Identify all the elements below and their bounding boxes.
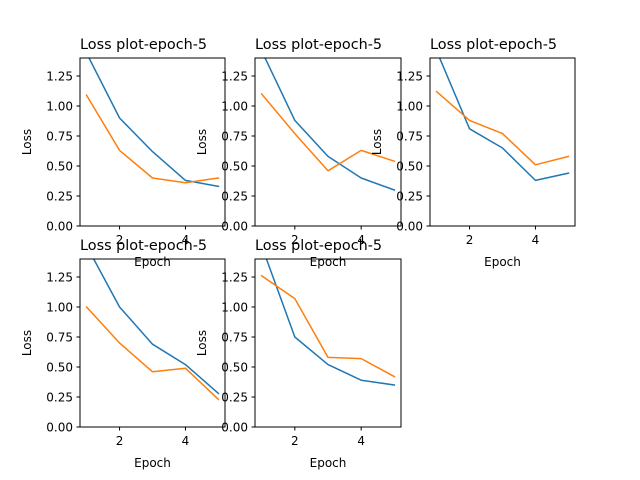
y-tick-label: 0.50 — [46, 360, 73, 374]
series-line-2 — [85, 305, 220, 401]
y-tick-label: 0.50 — [46, 159, 73, 173]
y-tick-label: 0.75 — [221, 330, 248, 344]
axes-frame — [429, 57, 576, 227]
chart-title: Loss plot-epoch-5 — [255, 37, 382, 53]
chart-title: Loss plot-epoch-5 — [80, 238, 207, 254]
x-axis-label: Epoch — [310, 456, 347, 470]
y-tick-label: 0.00 — [46, 219, 73, 233]
series-line-2 — [260, 92, 396, 172]
series-line-1 — [264, 58, 396, 191]
y-tick-label: 1.25 — [46, 270, 73, 284]
x-axis-label: Epoch — [134, 456, 171, 470]
series-line-2 — [85, 94, 220, 184]
y-tick-label: 1.00 — [221, 99, 248, 113]
x-axis-label: Epoch — [134, 255, 171, 269]
y-tick-label: 0.75 — [221, 129, 248, 143]
series-line-2 — [260, 274, 396, 378]
subplot-4: 2 4 0.00 0.25 0.50 0.75 1.00 1.25 Loss plot-epoc… — [20, 238, 226, 470]
y-tick-label: 1.25 — [46, 69, 73, 83]
y-tick-label: 0.00 — [396, 219, 423, 233]
x-tick-label: 4 — [182, 434, 190, 448]
y-tick-label: 0.00 — [46, 420, 73, 434]
y-tick-label: 1.25 — [221, 69, 248, 83]
x-tick-label: 2 — [291, 434, 299, 448]
y-tick-label: 0.25 — [46, 189, 73, 203]
x-tick-label: 4 — [357, 233, 365, 247]
chart-title: Loss plot-epoch-5 — [430, 37, 557, 53]
y-tick-label: 1.25 — [221, 270, 248, 284]
x-tick-label: 2 — [116, 434, 124, 448]
y-tick-label: 1.25 — [396, 69, 423, 83]
y-tick-label: 0.00 — [221, 420, 248, 434]
y-tick-label: 1.00 — [221, 300, 248, 314]
series-line-1 — [92, 259, 220, 395]
y-tick-label: 0.50 — [221, 360, 248, 374]
axes-frame — [79, 258, 226, 428]
chart-title: Loss plot-epoch-5 — [255, 238, 382, 254]
y-axis-label: Loss — [20, 129, 34, 155]
y-tick-label: 1.00 — [46, 99, 73, 113]
x-axis-label: Epoch — [310, 255, 347, 269]
x-tick-label: 4 — [532, 233, 540, 247]
x-axis-label: Epoch — [484, 255, 521, 269]
x-tick-label: 4 — [182, 233, 190, 247]
chart-title: Loss plot-epoch-5 — [80, 37, 207, 53]
y-tick-label: 1.00 — [396, 99, 423, 113]
y-tick-label: 0.25 — [396, 189, 423, 203]
axes-frame — [79, 57, 226, 227]
series-line-1 — [438, 58, 570, 182]
x-tick-label: 2 — [466, 233, 474, 247]
y-tick-label: 0.25 — [221, 189, 248, 203]
y-tick-label: 1.00 — [46, 300, 73, 314]
series-line-1 — [88, 58, 220, 188]
subplot-5: 2 4 0.00 0.25 0.50 0.75 1.00 1.25 Loss plot-epoc… — [195, 238, 402, 470]
y-axis-label: Loss — [20, 330, 34, 356]
x-tick-label: 4 — [357, 434, 365, 448]
y-axis-label: Loss — [195, 129, 209, 155]
y-tick-label: 0.25 — [46, 390, 73, 404]
y-axis-label: Loss — [370, 129, 384, 155]
x-tick-label: 2 — [116, 233, 124, 247]
subplot-3: 2 4 0.00 0.25 0.50 0.75 1.00 1.25 Loss plot-epoc… — [370, 37, 576, 269]
axes-frame — [254, 57, 402, 227]
y-tick-label: 0.75 — [396, 129, 423, 143]
y-tick-label: 0.75 — [46, 330, 73, 344]
y-tick-label: 0.00 — [221, 219, 248, 233]
series-line-2 — [435, 90, 570, 166]
y-tick-label: 0.50 — [396, 159, 423, 173]
series-line-1 — [265, 259, 396, 386]
x-tick-label: 2 — [291, 233, 299, 247]
y-axis-label: Loss — [195, 330, 209, 356]
y-tick-label: 0.25 — [221, 390, 248, 404]
y-tick-label: 0.75 — [46, 129, 73, 143]
subplot-2: 2 4 0.00 0.25 0.50 0.75 1.00 1.25 Loss plot-epoc… — [195, 37, 402, 269]
axes-frame — [254, 258, 402, 428]
y-tick-label: 0.50 — [221, 159, 248, 173]
